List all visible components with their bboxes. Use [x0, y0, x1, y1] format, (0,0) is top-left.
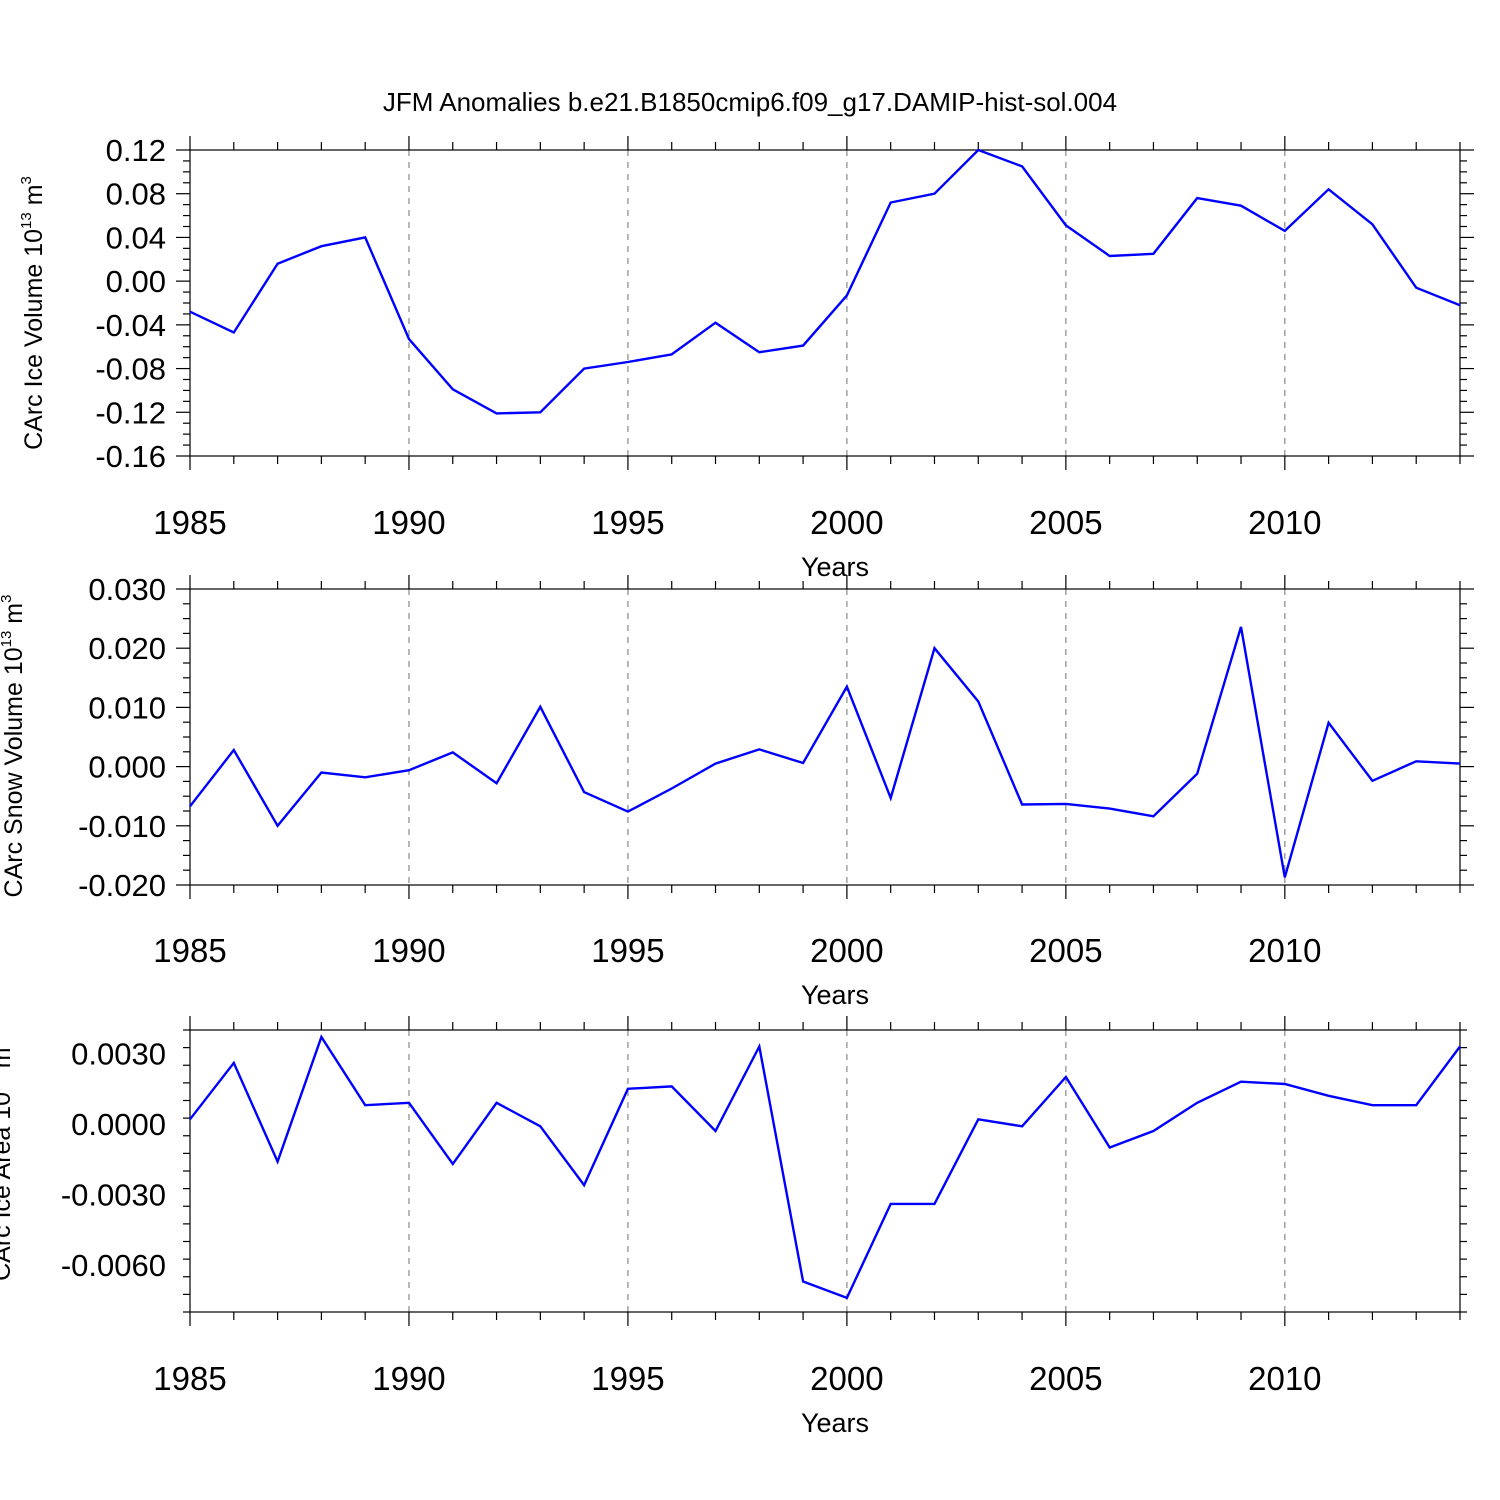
y-tick-label-0.030: 0.030 — [88, 572, 166, 607]
x-tick-label-1985: 1985 — [153, 1360, 226, 1397]
x-tick-label-1985: 1985 — [153, 932, 226, 969]
y-tick-label--0.0030: -0.0030 — [61, 1178, 166, 1213]
x-tick-label-1990: 1990 — [372, 1360, 445, 1397]
y-tick-label-0.00: 0.00 — [106, 264, 166, 299]
y-tick-label-0.020: 0.020 — [88, 631, 166, 666]
y-axis-label-unit-exponent: 3 — [18, 176, 35, 184]
y-axis-label-text: CArc Ice Volume 10 — [20, 229, 48, 450]
y-tick-label--0.08: -0.08 — [95, 352, 166, 387]
y-axis-label-text: CArc Ice Area 10 — [0, 1092, 16, 1281]
y-tick-label--0.12: -0.12 — [95, 395, 166, 430]
panel-snow-volume: 1985 1990 1995 2000 2005 2010 Years 0.030 0.020 0… — [0, 572, 1474, 1010]
y-axis-label-unit: m — [0, 1047, 16, 1075]
x-tick-label-2010: 2010 — [1248, 932, 1321, 969]
panel-ice-volume: 1985 1990 1995 2000 2005 2010 Years 0.12 0.08 0.0… — [18, 133, 1474, 582]
x-tick-label-2000: 2000 — [810, 1360, 883, 1397]
series-line-carc-ice-volume — [189, 148, 1461, 415]
y-axis-label-unit-exponent: 3 — [0, 595, 15, 603]
x-tick-label-2010: 2010 — [1248, 504, 1321, 541]
y-axis-label-unit: m — [20, 184, 48, 212]
y-tick-label--0.0060: -0.0060 — [61, 1248, 166, 1283]
series-line-carc-ice-area — [189, 1034, 1461, 1300]
x-tick-label-2000: 2000 — [810, 504, 883, 541]
y-axis-label-unit: m — [0, 603, 28, 631]
y-axis-label: CArc Ice Area 1013 m2 — [0, 1039, 16, 1281]
y-axis-label-exponent: 13 — [18, 212, 35, 229]
y-axis-label-text: CArc Snow Volume 10 — [0, 647, 28, 897]
x-tick-label-1990: 1990 — [372, 504, 445, 541]
x-axis-label: Years — [801, 552, 869, 582]
x-tick-label-2010: 2010 — [1248, 1360, 1321, 1397]
y-axis-label: CArc Snow Volume 1013 m3 — [0, 595, 28, 898]
y-axis-label: CArc Ice Volume 1013 m3 — [18, 176, 48, 450]
x-axis-label: Years — [801, 980, 869, 1010]
chart-title: JFM Anomalies b.e21.B1850cmip6.f09_g17.D… — [383, 87, 1117, 117]
x-tick-label-1995: 1995 — [591, 504, 664, 541]
x-tick-label-1995: 1995 — [591, 1360, 664, 1397]
x-tick-label-2005: 2005 — [1029, 504, 1102, 541]
x-tick-label-1990: 1990 — [372, 932, 445, 969]
y-axis-label-unit-exponent: 2 — [0, 1039, 3, 1047]
y-axis-label-exponent: 13 — [0, 631, 15, 648]
y-tick-label-0.04: 0.04 — [106, 220, 166, 255]
y-tick-label-0.010: 0.010 — [88, 690, 166, 725]
y-axis-label-exponent: 13 — [0, 1075, 3, 1092]
x-axis-label: Years — [801, 1408, 869, 1438]
series-line-carc-snow-volume — [189, 626, 1461, 878]
y-tick-label--0.04: -0.04 — [95, 308, 166, 343]
x-tick-label-2005: 2005 — [1029, 932, 1102, 969]
x-tick-label-2000: 2000 — [810, 932, 883, 969]
x-tick-label-2005: 2005 — [1029, 1360, 1102, 1397]
y-tick-label--0.16: -0.16 — [95, 439, 166, 474]
x-tick-label-1995: 1995 — [591, 932, 664, 969]
y-tick-label-0.0000: 0.0000 — [71, 1107, 166, 1142]
y-tick-label--0.010: -0.010 — [78, 809, 166, 844]
y-tick-label-0.000: 0.000 — [88, 750, 166, 785]
y-tick-label-0.12: 0.12 — [106, 133, 166, 168]
panel-ice-area: 1985 1990 1995 2000 2005 2010 Years 0.0030 0.000… — [0, 1016, 1467, 1438]
y-tick-label-0.0030: 0.0030 — [71, 1037, 166, 1072]
y-tick-label--0.020: -0.020 — [78, 868, 166, 903]
y-tick-label-0.08: 0.08 — [106, 177, 166, 212]
x-tick-label-1985: 1985 — [153, 504, 226, 541]
